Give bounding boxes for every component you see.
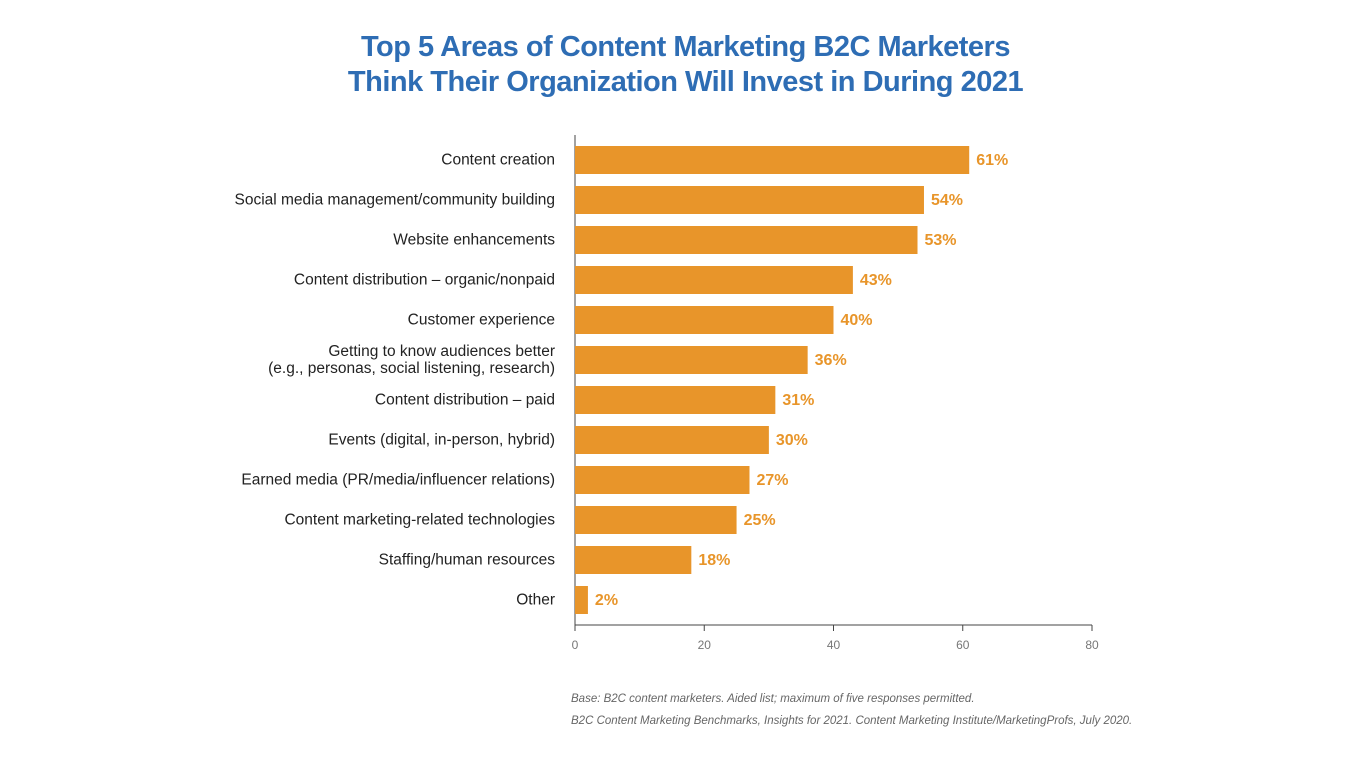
bar [575,266,853,294]
value-label: 25% [744,512,776,529]
bar [575,146,970,174]
value-label: 31% [782,392,814,409]
value-label: 36% [815,352,847,369]
bar [575,546,692,574]
x-tick-label: 60 [956,638,970,652]
bar [575,426,769,454]
bar [575,346,808,374]
value-label: 43% [860,272,892,289]
value-label: 61% [976,152,1008,169]
category-label: Website enhancements [393,231,555,249]
category-label: Content creation [441,151,555,169]
category-label: Getting to know audiences better (e.g., … [268,343,555,377]
value-label: 30% [776,432,808,449]
category-label: Content distribution – organic/nonpaid [293,271,555,289]
category-label: Customer experience [407,311,555,329]
x-tick-label: 40 [827,638,841,652]
bar [575,386,776,414]
bar [575,586,588,614]
category-label: Content distribution – paid [374,391,555,409]
x-tick-label: 0 [572,638,579,652]
value-label: 18% [698,552,730,569]
chart-title: Top 5 Areas of Content Marketing B2C Mar… [347,31,1024,98]
bar [575,186,924,214]
category-label: Social media management/community buildi… [234,191,556,209]
category-label: Earned media (PR/media/influencer relati… [241,471,555,489]
footnote: B2C Content Marketing Benchmarks, Insigh… [571,715,1133,727]
category-label: Staffing/human resources [378,551,555,569]
category-label: Content marketing-related technologies [284,511,555,529]
category-label: Events (digital, in-person, hybrid) [328,431,555,449]
value-label: 40% [841,312,873,329]
bar [575,226,918,254]
x-tick-label: 80 [1085,638,1099,652]
x-tick-label: 20 [698,638,712,652]
value-label: 54% [931,192,963,209]
bar [575,506,737,534]
value-label: 27% [756,472,788,489]
value-label: 2% [595,592,618,609]
bar [575,306,834,334]
footnote: Base: B2C content marketers. Aided list;… [571,693,975,705]
value-label: 53% [925,232,957,249]
category-label: Other [516,591,555,609]
bar [575,466,750,494]
